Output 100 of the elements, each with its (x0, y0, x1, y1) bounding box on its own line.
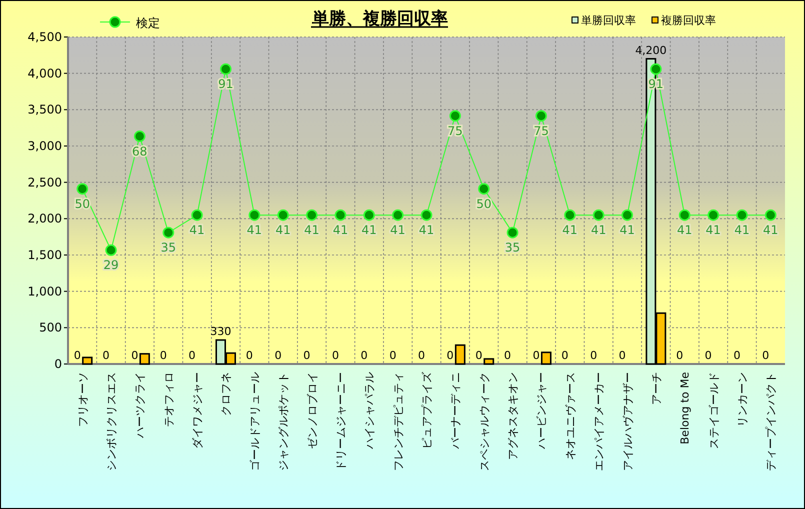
point (306, 209, 318, 221)
point (478, 183, 490, 195)
point (277, 209, 289, 221)
x-tick-label: ハーツクライ (134, 372, 147, 439)
data-label: 41 (246, 223, 262, 238)
y-tick-label: 500 (39, 320, 62, 335)
point (420, 209, 432, 221)
x-tick-label: ネオユニヴァース (564, 372, 577, 460)
data-label: 41 (418, 223, 434, 238)
data-label: 330 (210, 325, 232, 338)
x-tick-label: ピュアプライズ (420, 371, 434, 449)
data-label: 0 (160, 349, 167, 362)
point (449, 110, 461, 122)
data-label: 35 (504, 240, 520, 255)
x-tick-label: テオフィロ (162, 372, 176, 427)
data-label: 0 (246, 349, 253, 362)
x-tick-label: ゴールドアリュール (248, 372, 262, 471)
data-label: 0 (561, 349, 568, 362)
x-tick-label: フリオーソ (76, 372, 90, 427)
x-tick-label: シンボリクリスエス (105, 372, 118, 471)
data-label: 0 (704, 349, 712, 362)
data-label: 41 (275, 223, 291, 238)
legend-label: 単勝回収率 (581, 14, 636, 27)
data-label: 4,200 (635, 44, 667, 57)
y-tick-label: 1,500 (28, 248, 62, 262)
point (248, 209, 260, 221)
x-tick-label: ステイゴールド (707, 372, 720, 449)
data-label: 41 (332, 223, 348, 238)
legend-label: 複勝回収率 (661, 14, 716, 27)
data-label: 41 (304, 223, 320, 238)
legend-label: 検定 (136, 16, 160, 30)
y-tick-label: 2,500 (28, 175, 62, 190)
x-tick-label: スペシャルウィーク (478, 372, 491, 471)
x-tick-label: ハービンジャー (535, 372, 548, 450)
x-tick-label: クロフネ (220, 372, 233, 416)
point (76, 183, 88, 195)
data-label: 41 (362, 223, 377, 238)
data-label: 50 (74, 196, 90, 211)
data-label: 0 (676, 349, 684, 362)
x-tick-label: エンパイアメーカー (592, 372, 606, 471)
data-label: 0 (618, 349, 626, 362)
x-tick-label: フレンチデピュティ (392, 372, 405, 471)
data-label: 41 (590, 223, 606, 238)
data-label: 0 (418, 349, 425, 362)
x-tick-label: アーチ (650, 372, 663, 405)
x-tick-label: ドリームジャーニー (334, 372, 348, 471)
data-label: 29 (103, 258, 119, 272)
bar (484, 358, 494, 365)
y-tick-label: 4,500 (28, 30, 62, 44)
x-tick-label: ダイワメジャー (191, 372, 204, 449)
point (134, 130, 146, 142)
point (191, 209, 203, 221)
point (622, 209, 634, 221)
data-label: 0 (74, 349, 81, 362)
point (506, 226, 518, 238)
data-label: 41 (390, 223, 406, 238)
data-label: 0 (532, 349, 540, 362)
bar (540, 352, 552, 365)
y-tick-label: 2,000 (28, 212, 62, 226)
point (764, 209, 776, 221)
data-label: 0 (102, 349, 110, 362)
point (334, 209, 346, 221)
bar (454, 344, 466, 365)
point (220, 63, 232, 75)
x-tick-label: ジャングルポケット (277, 372, 290, 471)
data-label: 41 (763, 223, 778, 238)
data-label: 0 (303, 349, 310, 362)
y-tick-label: 4,000 (28, 66, 62, 80)
data-label: 0 (332, 349, 339, 362)
x-tick-label: バーナーディニ (449, 372, 462, 450)
point (105, 244, 117, 256)
x-tick-label: アイルハヴアナザー (621, 372, 634, 471)
point (592, 209, 604, 221)
point (363, 209, 375, 221)
data-label: 0 (389, 349, 396, 362)
data-label: 41 (676, 223, 692, 238)
chart-title: 単勝、複勝回収率 (311, 9, 448, 29)
data-label: 0 (475, 349, 482, 362)
data-label: 0 (762, 349, 770, 362)
data-label: 0 (446, 349, 454, 362)
data-label: 50 (476, 196, 492, 211)
y-tick-label: 3,500 (28, 102, 62, 117)
data-label: 41 (734, 223, 750, 238)
point (564, 209, 576, 221)
point (650, 63, 662, 75)
x-tick-label: ゼンノロブロイ (306, 372, 319, 449)
point (678, 209, 690, 221)
data-label: 0 (590, 349, 598, 362)
data-label: 0 (360, 349, 368, 362)
y-tick-label: 3,000 (28, 139, 62, 153)
data-label: 41 (706, 223, 721, 238)
data-label: 35 (160, 240, 176, 255)
point (708, 209, 720, 221)
data-label: 0 (131, 349, 138, 362)
bar (82, 356, 93, 365)
point (736, 209, 748, 221)
point (392, 209, 404, 221)
x-tick-label: リンカーン (736, 372, 749, 427)
x-tick-label: Belong to Me (678, 372, 692, 444)
data-label: 41 (562, 223, 578, 238)
